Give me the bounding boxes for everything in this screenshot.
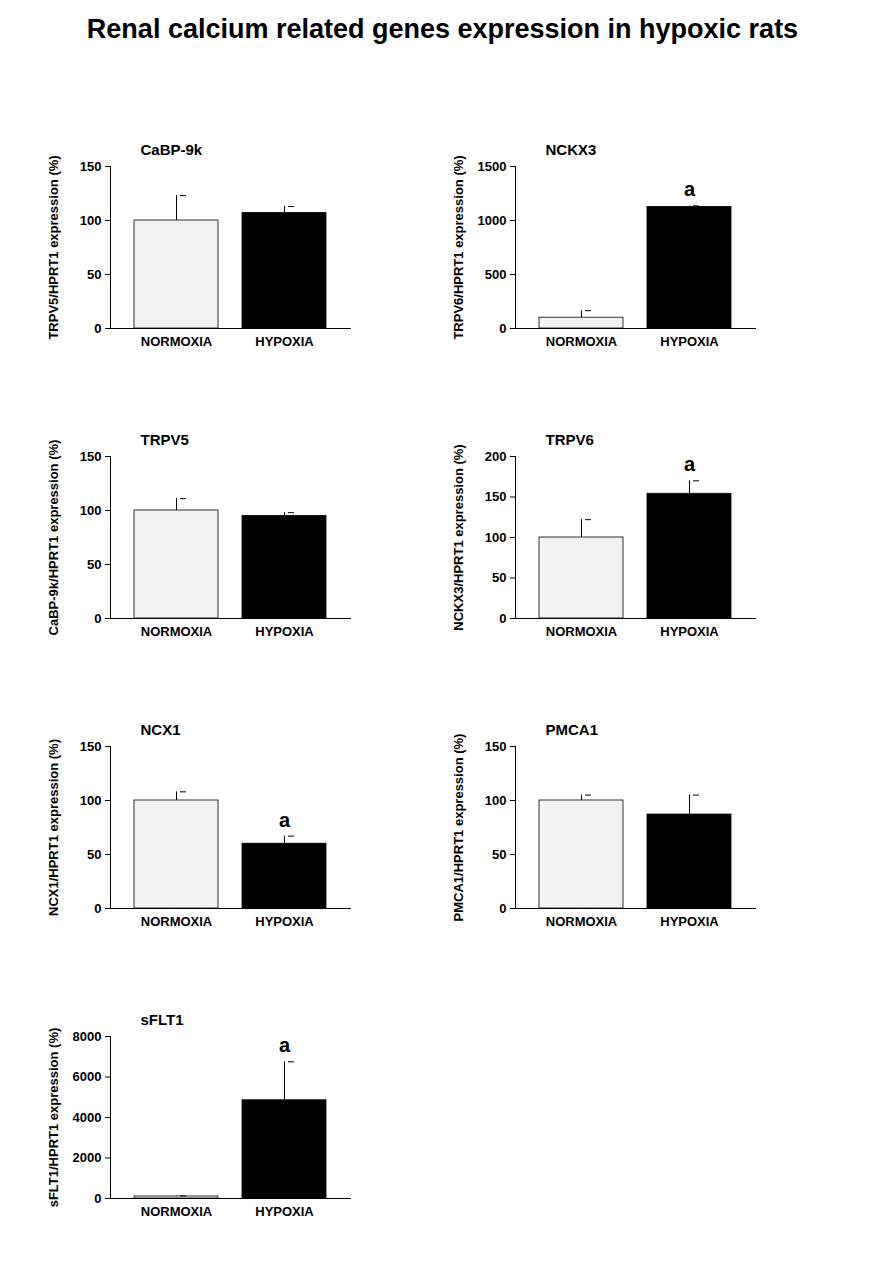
- svg-text:200: 200: [485, 449, 507, 464]
- svg-text:HYPOXIA: HYPOXIA: [660, 334, 719, 349]
- svg-text:0: 0: [499, 611, 506, 626]
- svg-text:CaBP-9k: CaBP-9k: [141, 141, 203, 158]
- svg-text:500: 500: [485, 267, 507, 282]
- svg-text:NORMOXIA: NORMOXIA: [546, 334, 618, 349]
- svg-text:a: a: [684, 453, 696, 475]
- svg-text:0: 0: [94, 321, 101, 336]
- svg-text:100: 100: [80, 213, 102, 228]
- svg-text:150: 150: [80, 739, 102, 754]
- svg-text:NCKX3/HPRT1 expression (%): NCKX3/HPRT1 expression (%): [451, 444, 466, 630]
- svg-text:HYPOXIA: HYPOXIA: [660, 624, 719, 639]
- svg-text:TRPV6: TRPV6: [546, 431, 594, 448]
- svg-text:100: 100: [485, 793, 507, 808]
- svg-text:0: 0: [94, 901, 101, 916]
- svg-text:NCKX3: NCKX3: [546, 141, 597, 158]
- svg-text:150: 150: [80, 449, 102, 464]
- svg-text:50: 50: [87, 267, 101, 282]
- svg-text:HYPOXIA: HYPOXIA: [255, 334, 314, 349]
- svg-text:CaBP-9k/HPRT1 expression (%): CaBP-9k/HPRT1 expression (%): [46, 440, 61, 636]
- svg-text:a: a: [279, 809, 291, 831]
- svg-text:NORMOXIA: NORMOXIA: [141, 914, 213, 929]
- svg-text:HYPOXIA: HYPOXIA: [255, 914, 314, 929]
- svg-text:NORMOXIA: NORMOXIA: [141, 624, 213, 639]
- svg-text:150: 150: [485, 489, 507, 504]
- svg-text:sFLT1/HPRT1 expression (%): sFLT1/HPRT1 expression (%): [46, 1028, 61, 1208]
- svg-text:HYPOXIA: HYPOXIA: [255, 1204, 314, 1219]
- svg-text:PMCA1: PMCA1: [546, 721, 599, 738]
- svg-text:a: a: [684, 178, 696, 200]
- svg-text:a: a: [279, 1034, 291, 1056]
- svg-text:0: 0: [94, 611, 101, 626]
- svg-text:HYPOXIA: HYPOXIA: [255, 624, 314, 639]
- svg-text:NORMOXIA: NORMOXIA: [546, 624, 618, 639]
- svg-text:PMCA1/HPRT1 expression (%): PMCA1/HPRT1 expression (%): [451, 734, 466, 922]
- svg-text:NCX1/HPRT1 expression (%): NCX1/HPRT1 expression (%): [46, 739, 61, 916]
- svg-text:50: 50: [87, 557, 101, 572]
- svg-text:TRPV5: TRPV5: [141, 431, 189, 448]
- svg-text:NORMOXIA: NORMOXIA: [141, 334, 213, 349]
- svg-text:TRPV5/HPRT1 expression (%): TRPV5/HPRT1 expression (%): [46, 155, 61, 339]
- svg-text:NORMOXIA: NORMOXIA: [546, 914, 618, 929]
- html-text:Renal calcium related genes ex: Renal calcium related genes expression i…: [86, 14, 799, 44]
- svg-text:4000: 4000: [73, 1110, 102, 1125]
- svg-text:TRPV6/HPRT1 expression (%): TRPV6/HPRT1 expression (%): [451, 155, 466, 339]
- svg-text:HYPOXIA: HYPOXIA: [660, 914, 719, 929]
- svg-text:6000: 6000: [73, 1069, 102, 1084]
- svg-text:0: 0: [499, 901, 506, 916]
- svg-text:NORMOXIA: NORMOXIA: [141, 1204, 213, 1219]
- svg-text:NCX1: NCX1: [141, 721, 181, 738]
- svg-text:50: 50: [492, 570, 506, 585]
- svg-text:0: 0: [94, 1191, 101, 1206]
- svg-text:2000: 2000: [73, 1150, 102, 1165]
- svg-text:8000: 8000: [73, 1029, 102, 1044]
- svg-text:100: 100: [485, 530, 507, 545]
- svg-text:100: 100: [80, 793, 102, 808]
- svg-text:100: 100: [80, 503, 102, 518]
- svg-text:50: 50: [492, 847, 506, 862]
- svg-text:150: 150: [485, 739, 507, 754]
- svg-text:50: 50: [87, 847, 101, 862]
- svg-text:sFLT1: sFLT1: [141, 1011, 184, 1028]
- svg-text:1000: 1000: [478, 213, 507, 228]
- svg-text:0: 0: [499, 321, 506, 336]
- svg-text:150: 150: [80, 159, 102, 174]
- svg-text:1500: 1500: [478, 159, 507, 174]
